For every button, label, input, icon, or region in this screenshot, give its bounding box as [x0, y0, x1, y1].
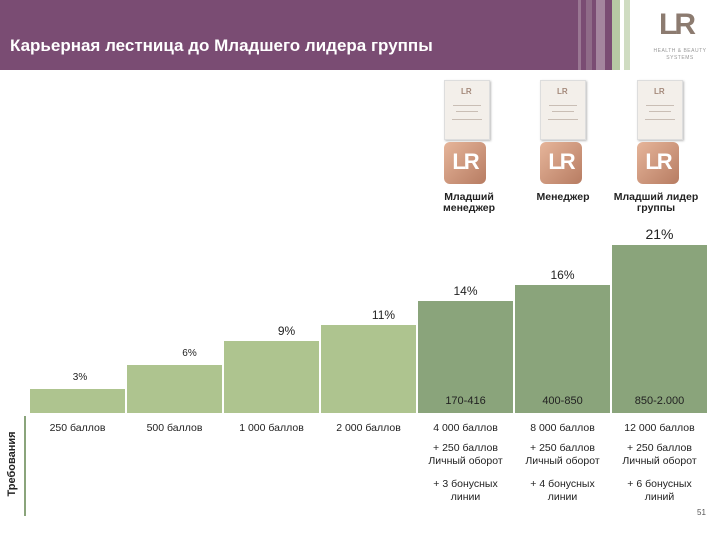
- logo-mark: LR: [659, 8, 696, 41]
- certificate-image: LR: [637, 80, 683, 140]
- requirement-points: 250 баллов: [49, 422, 106, 434]
- certificate-line: [552, 111, 574, 112]
- header-stripe: [624, 0, 630, 70]
- bar-value-label: 3%: [72, 372, 88, 383]
- level-badge: LR: [540, 142, 582, 184]
- certificate-line: [646, 105, 674, 106]
- requirement-points: 2 000 баллов: [336, 422, 401, 434]
- certificate-line: [649, 111, 671, 112]
- badge-logo: LR: [548, 149, 575, 174]
- requirement-points: 12 000 баллов: [624, 422, 695, 434]
- page-number: 51: [697, 508, 706, 517]
- badge-logo: LR: [645, 149, 672, 174]
- brand-logo: LR HEALTH & BEAUTY SYSTEMS: [640, 0, 720, 72]
- bar-value-label: 21%: [645, 226, 674, 242]
- certificate-line: [549, 105, 577, 106]
- requirement-points: 8 000 баллов: [530, 422, 595, 434]
- chart-bar: [321, 325, 416, 413]
- badge-logo: LR: [452, 149, 479, 174]
- certificate-line: [645, 119, 675, 120]
- requirements-divider: [24, 416, 26, 516]
- chart-bar: [515, 285, 610, 413]
- page-title: Карьерная лестница до Младшего лидера гр…: [10, 36, 433, 55]
- requirement-points: 4 000 баллов: [433, 422, 498, 434]
- header-stripe: [578, 0, 581, 70]
- lr-logo-icon: LR: [659, 8, 698, 41]
- level-label-junior-group-leader: Младший лидер группы: [613, 191, 699, 214]
- certificate-line: [548, 119, 578, 120]
- requirements-label: Требования: [0, 418, 22, 518]
- chart-bar: [612, 245, 707, 413]
- certificate-image: LR: [444, 80, 490, 140]
- chart-bar: [30, 389, 125, 413]
- header-stripe: [612, 0, 620, 70]
- requirement-bonus-lines: + 4 бонусных линии: [530, 478, 595, 503]
- chart-bar: [224, 341, 319, 413]
- certificate-logo: LR: [654, 87, 665, 96]
- requirements-label-text: Требования: [6, 431, 18, 497]
- certificate-line: [452, 119, 482, 120]
- level-badge: LR: [637, 142, 679, 184]
- level-label-junior-manager: Младший менеджер: [442, 191, 495, 214]
- requirement-points: 500 баллов: [146, 422, 203, 434]
- certificate-line: [453, 105, 481, 106]
- certificate-logo: LR: [461, 87, 472, 96]
- bar-range-label: 400-850: [542, 395, 583, 407]
- certificate-image: LR: [540, 80, 586, 140]
- bar-value-label: 6%: [182, 348, 197, 359]
- logo-tagline: HEALTH & BEAUTY: [653, 48, 707, 54]
- certificate-logo: LR: [557, 87, 568, 96]
- requirement-points: 1 000 баллов: [239, 422, 304, 434]
- bar-range-label: 170-416: [445, 395, 486, 407]
- level-badge: LR: [444, 142, 486, 184]
- header-stripe: [586, 0, 592, 70]
- bar-range-label: 850-2.000: [634, 395, 685, 407]
- requirement-personal-turnover: + 250 баллов Личный оборот: [525, 442, 600, 467]
- level-label-manager: Менеджер: [536, 191, 590, 203]
- requirement-personal-turnover: + 250 баллов Личный оборот: [622, 442, 697, 467]
- requirement-bonus-lines: + 6 бонусных линий: [627, 478, 692, 503]
- bar-value-label: 9%: [277, 324, 296, 338]
- requirement-bonus-lines: + 3 бонусных линии: [433, 478, 498, 503]
- requirement-personal-turnover: + 250 баллов Личный оборот: [428, 442, 503, 467]
- bar-value-label: 16%: [550, 268, 575, 282]
- chart-bar: [418, 301, 513, 413]
- chart-bar: [127, 365, 222, 413]
- header-bar: Карьерная лестница до Младшего лидера гр…: [0, 0, 612, 70]
- bar-value-label: 11%: [371, 308, 396, 322]
- certificate-line: [456, 111, 478, 112]
- bar-value-label: 14%: [453, 284, 478, 298]
- logo-tagline: SYSTEMS: [666, 55, 694, 61]
- header-stripe: [596, 0, 605, 70]
